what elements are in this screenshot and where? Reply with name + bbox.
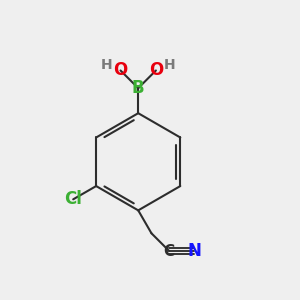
Text: C: C: [164, 244, 175, 259]
Text: O: O: [149, 61, 163, 80]
Text: H: H: [100, 58, 112, 72]
Text: H: H: [164, 58, 176, 72]
Text: N: N: [187, 242, 201, 260]
Text: O: O: [113, 61, 128, 80]
Text: Cl: Cl: [64, 190, 82, 208]
Text: B: B: [132, 79, 145, 97]
